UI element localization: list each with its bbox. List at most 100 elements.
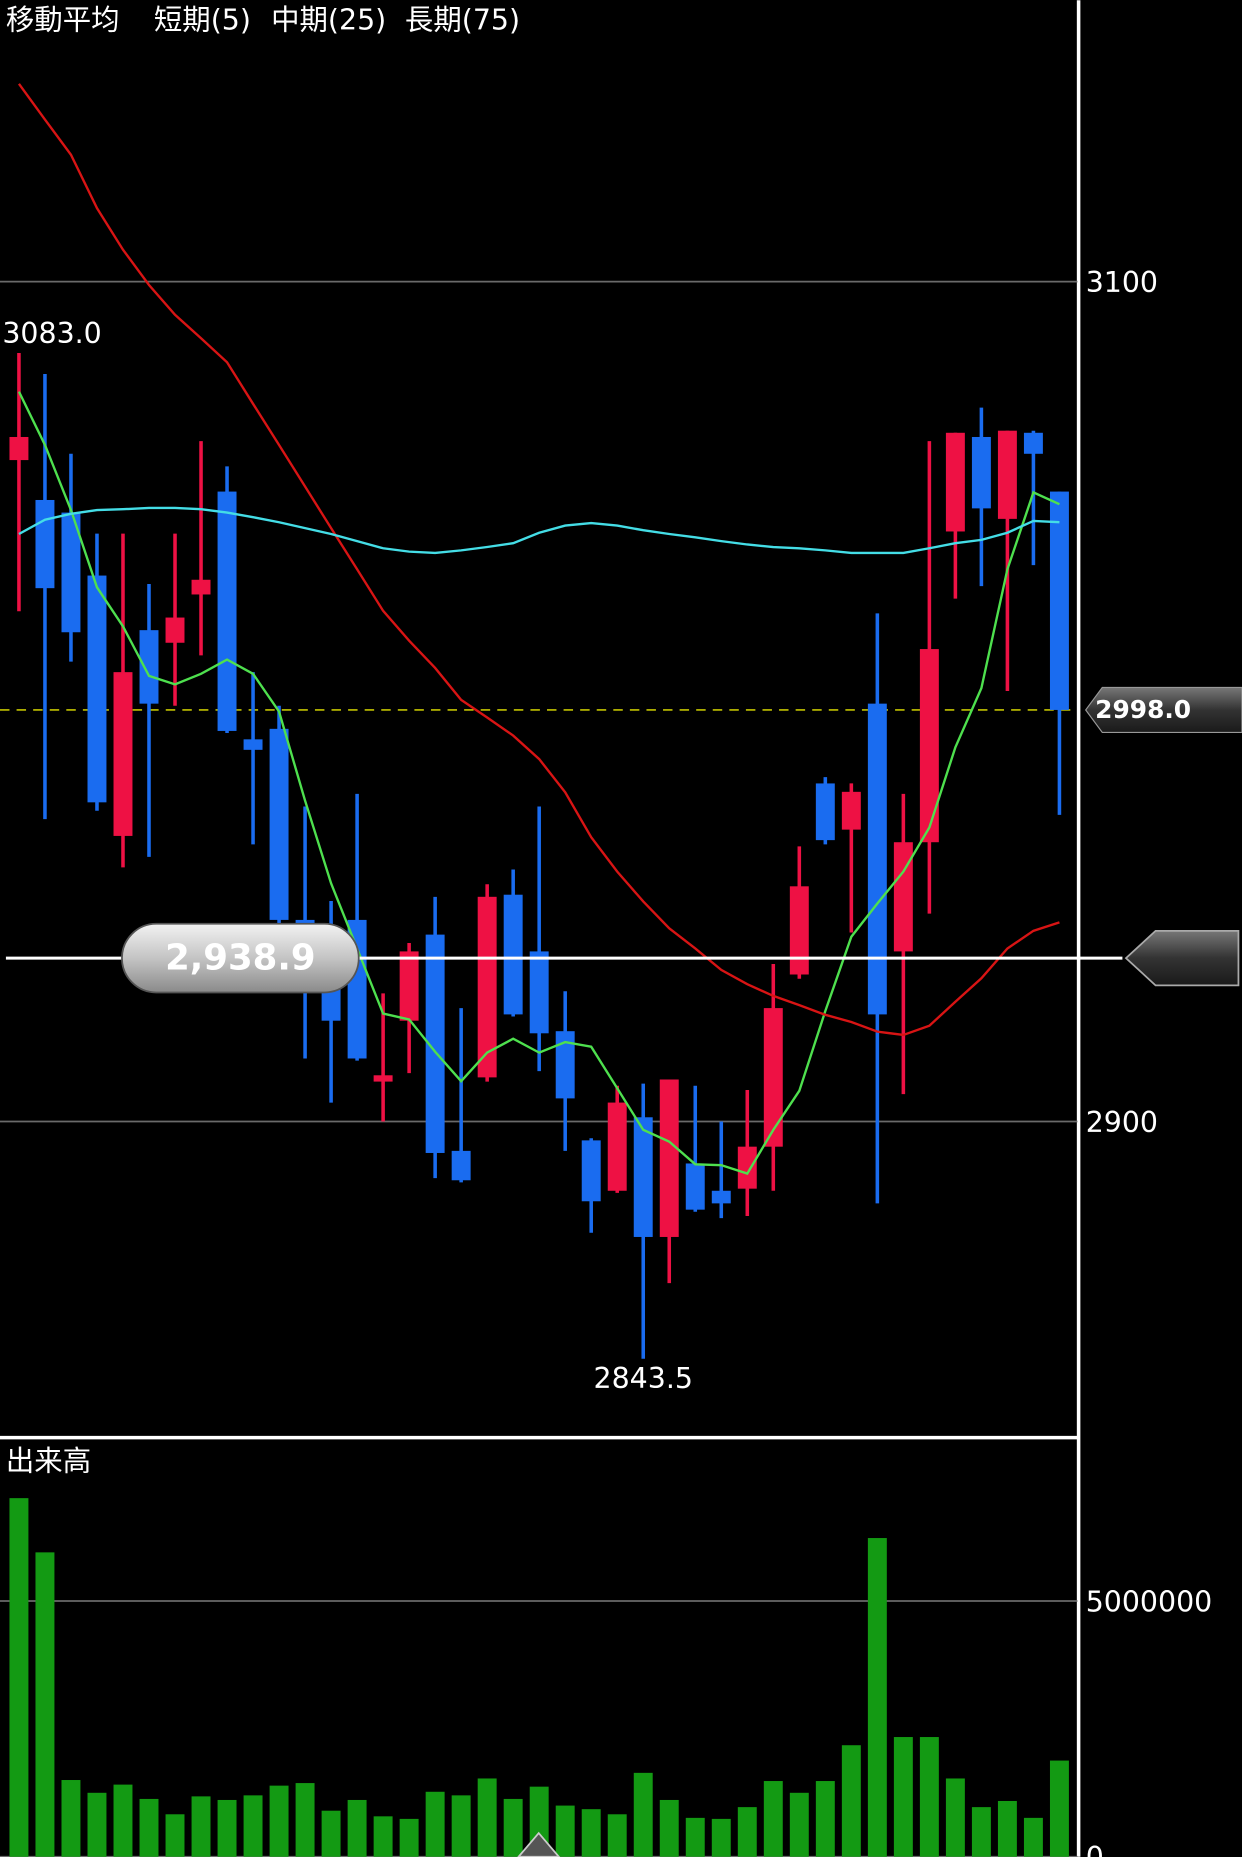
legend-entry: 短期(5) (154, 4, 251, 37)
ma-line (17, 83, 1060, 1037)
candle-body (477, 896, 497, 1078)
candle-body (945, 432, 965, 532)
volume-bar (919, 1737, 939, 1857)
volume-bar (35, 1552, 55, 1857)
volume-bar (711, 1818, 731, 1857)
candle-body (893, 842, 913, 952)
plot-layer: 2900 3100 移動平均 短期(5) 中期(25) 長期(75) 3083.0 2843.… (0, 4, 1242, 1857)
candle-body (113, 672, 133, 836)
candle-body (529, 951, 549, 1034)
volume-bar (139, 1798, 159, 1857)
volume-bar (945, 1778, 965, 1857)
last-price-label: 2998.0 (1095, 695, 1191, 724)
candle-body (165, 617, 185, 643)
candle-body (555, 1031, 575, 1099)
y-tick-label: 3100 (1086, 266, 1158, 299)
volume-bar (9, 1498, 29, 1857)
candle-body (867, 703, 887, 1015)
volume-bar (867, 1538, 887, 1857)
candle-body (217, 491, 237, 731)
volume-bar (971, 1807, 991, 1857)
candle-body (191, 579, 211, 595)
candle-body (139, 630, 159, 704)
y-tick-label: 5000000 (1086, 1585, 1213, 1618)
volume-bar (399, 1818, 419, 1857)
candle-body (399, 951, 419, 1021)
candle-body (711, 1190, 731, 1204)
volume-bar (997, 1800, 1017, 1857)
volume-bar (789, 1792, 809, 1857)
candle-body (841, 791, 861, 830)
candle-body (607, 1102, 627, 1191)
volume-bar (815, 1781, 835, 1857)
chart-title: 出来高 (6, 1444, 91, 1477)
volume-bar (321, 1810, 341, 1857)
volume-bar (737, 1807, 757, 1857)
low-label: 2843.5 (594, 1362, 693, 1395)
volume-bar (685, 1817, 705, 1857)
candle-body (971, 436, 991, 509)
volume-bar (165, 1814, 185, 1857)
last-price-tag (1084, 686, 1242, 734)
volume-bar (425, 1791, 445, 1857)
chart-title: 移動平均 (6, 4, 120, 37)
candle-body (685, 1163, 705, 1210)
candle-body (503, 894, 523, 1015)
volume-bar (841, 1745, 861, 1857)
volume-bar (763, 1781, 783, 1857)
candle-body (997, 430, 1017, 519)
candle-body (373, 1075, 393, 1082)
volume-bar (659, 1799, 679, 1857)
crosshair-pill[interactable] (121, 922, 360, 994)
candle-body (815, 783, 835, 841)
volume-bar (243, 1795, 263, 1857)
candle-body (35, 499, 55, 589)
ma-line (17, 391, 1060, 1175)
y-tick-label: 2900 (1086, 1106, 1158, 1139)
volume-bar (1049, 1760, 1069, 1857)
ma-line (18, 506, 1060, 555)
legend-entry: 長期(75) (405, 4, 520, 37)
volume-bar (295, 1783, 315, 1857)
candle-body (243, 739, 263, 750)
volume-bar (87, 1792, 107, 1857)
volume-bar (191, 1796, 211, 1857)
volume-bar (61, 1780, 81, 1857)
volume-bar (217, 1799, 237, 1857)
candle-body (789, 886, 809, 975)
volume-bar (477, 1778, 497, 1857)
candle-body (87, 575, 107, 803)
candle-body (425, 934, 445, 1153)
y-tick-label: 0 (1086, 1841, 1104, 1857)
volume-bar (347, 1799, 367, 1857)
candle-body (9, 436, 29, 461)
volume-bar (451, 1795, 471, 1857)
candle-body (1023, 432, 1043, 454)
volume-bar (581, 1809, 601, 1857)
volume-bar (113, 1784, 133, 1857)
volume-bar (1023, 1817, 1043, 1857)
candle-body (1049, 491, 1069, 710)
volume-bar (503, 1798, 523, 1857)
candle-body (919, 649, 939, 843)
volume-bar (373, 1816, 393, 1857)
high-label: 3083.0 (2, 317, 101, 350)
volume-bar (893, 1737, 913, 1857)
crosshair-handle[interactable] (1124, 930, 1240, 987)
candle-body (763, 1008, 783, 1147)
candle-body (633, 1117, 653, 1237)
candle-body (269, 728, 289, 920)
legend-entry: 中期(25) (271, 4, 386, 37)
candle-body (659, 1079, 679, 1237)
crosshair-label: 2,938.9 (165, 937, 315, 978)
candle-body (451, 1150, 471, 1181)
volume-bar (555, 1805, 575, 1857)
volume-bar (269, 1785, 289, 1857)
volume-bar (607, 1814, 627, 1857)
candle-body (61, 512, 81, 633)
volume-bar (633, 1772, 653, 1857)
candle-body (581, 1140, 601, 1202)
candle-body (737, 1146, 757, 1189)
